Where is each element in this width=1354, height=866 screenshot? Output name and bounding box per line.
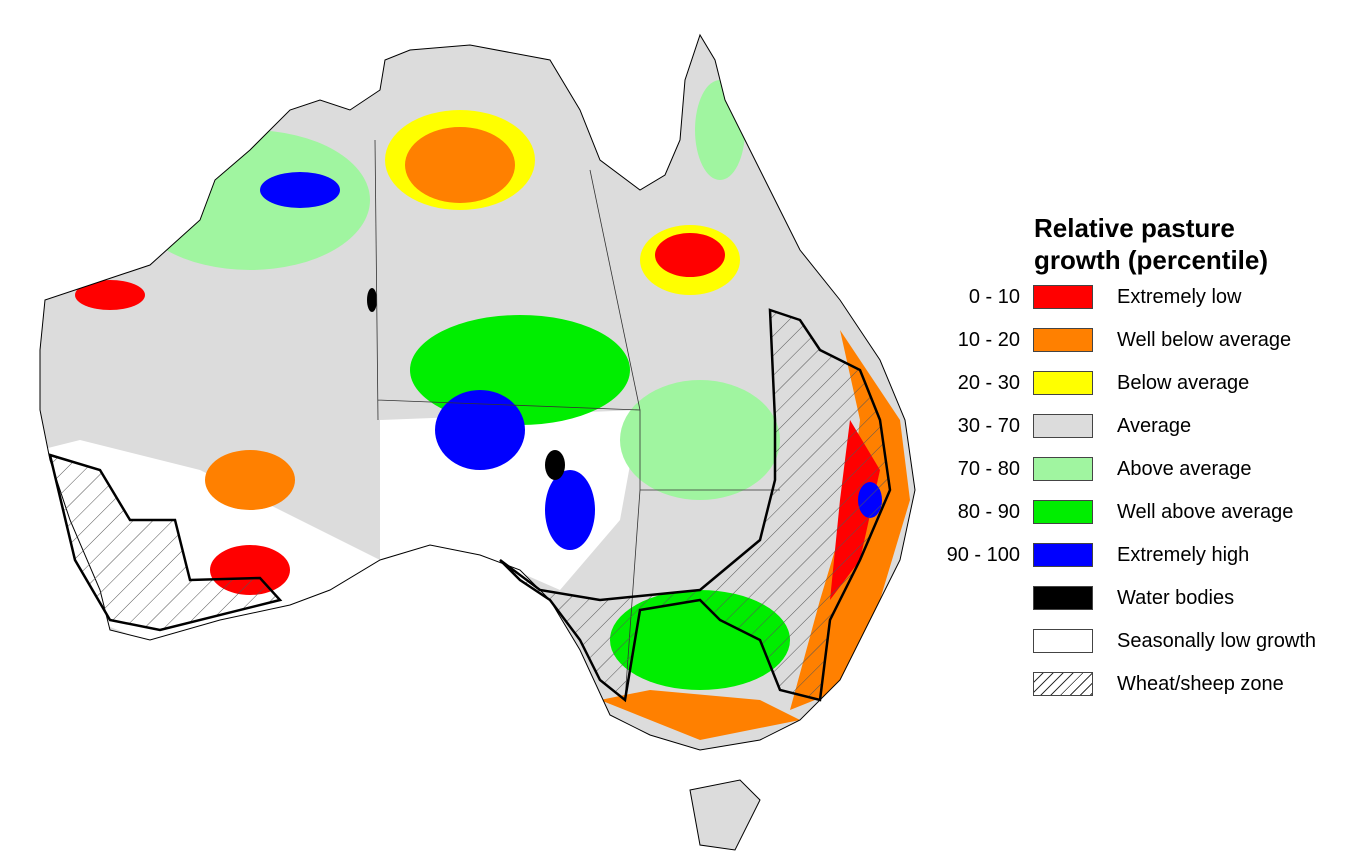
legend-swatch bbox=[1033, 285, 1093, 309]
legend-item: Seasonally low growth bbox=[940, 628, 1354, 671]
legend-range: 90 - 100 bbox=[946, 544, 1020, 566]
legend-item: 80 - 90 Well above average bbox=[940, 499, 1354, 542]
legend: Relative pasture growth (percentile) 0 -… bbox=[940, 212, 1354, 714]
legend-range: 20 - 30 bbox=[957, 372, 1020, 394]
legend-label: Below average bbox=[1117, 372, 1250, 394]
legend-item: 0 - 10 Extremely low bbox=[940, 284, 1354, 327]
legend-swatch bbox=[1033, 328, 1093, 352]
legend-title: Relative pasture growth (percentile) bbox=[1034, 213, 1269, 275]
legend-swatch bbox=[1033, 672, 1093, 696]
legend-label: Well below average bbox=[1117, 329, 1292, 351]
legend-range: 70 - 80 bbox=[957, 458, 1020, 480]
legend-item: 90 - 100 Extremely high bbox=[940, 542, 1354, 585]
legend-item: 10 - 20 Well below average bbox=[940, 327, 1354, 370]
legend-rows: 0 - 10 Extremely low 10 - 20 Well below ave… bbox=[940, 284, 1354, 714]
legend-label: Water bodies bbox=[1117, 587, 1235, 609]
legend-swatch bbox=[1033, 414, 1093, 438]
legend-label: Seasonally low growth bbox=[1117, 630, 1316, 652]
legend-range: 30 - 70 bbox=[957, 415, 1020, 437]
legend-swatch bbox=[1033, 586, 1093, 610]
legend-range: 80 - 90 bbox=[957, 501, 1020, 523]
legend-item: 30 - 70 Average bbox=[940, 413, 1354, 456]
legend-item: Wheat/sheep zone bbox=[940, 671, 1354, 714]
legend-swatch bbox=[1033, 371, 1093, 395]
legend-label: Well above average bbox=[1117, 501, 1294, 523]
map bbox=[39, 34, 916, 851]
legend-label: Extremely low bbox=[1117, 286, 1242, 308]
legend-range: 0 - 10 bbox=[968, 286, 1020, 308]
legend-label: Average bbox=[1117, 415, 1192, 437]
legend-swatch bbox=[1033, 629, 1093, 653]
legend-swatch bbox=[1033, 457, 1093, 481]
legend-label: Wheat/sheep zone bbox=[1117, 673, 1284, 695]
legend-range: 10 - 20 bbox=[957, 329, 1020, 351]
legend-item: 20 - 30 Below average bbox=[940, 370, 1354, 413]
legend-item: Water bodies bbox=[940, 585, 1354, 628]
legend-item: 70 - 80 Above average bbox=[940, 456, 1354, 499]
legend-swatch bbox=[1033, 500, 1093, 524]
legend-label: Above average bbox=[1117, 458, 1252, 480]
legend-swatch bbox=[1033, 543, 1093, 567]
legend-label: Extremely high bbox=[1117, 544, 1250, 566]
